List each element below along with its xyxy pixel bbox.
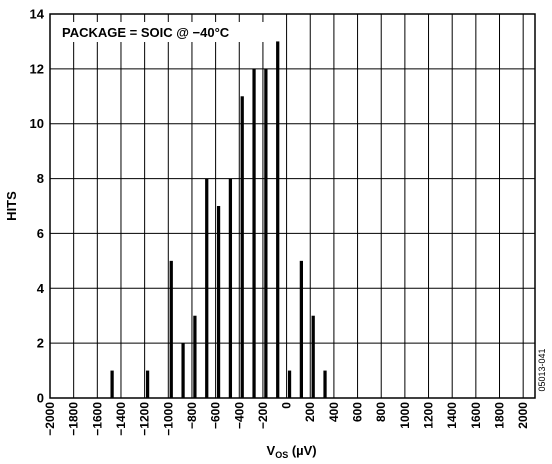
histogram-bar [181, 343, 185, 398]
x-tick-label: −800 [185, 402, 199, 429]
histogram-bar [145, 370, 150, 398]
x-tick-label: 1800 [493, 402, 507, 429]
annotation-box: PACKAGE = SOIC @ −40°C [56, 22, 272, 42]
x-tick-label: 1000 [398, 402, 412, 429]
x-tick-label: 800 [374, 402, 388, 422]
x-tick-label: 600 [351, 402, 365, 422]
y-tick-label: 10 [30, 116, 44, 131]
histogram-bar [252, 68, 256, 398]
y-axis-label: HITS [4, 191, 19, 221]
histogram-bar [240, 96, 244, 399]
x-tick-label: −1800 [67, 402, 81, 436]
x-axis-label-unit: (µV) [288, 443, 316, 458]
y-tick-label: 8 [37, 171, 44, 186]
histogram-bar [216, 206, 221, 398]
y-tick-label: 0 [37, 391, 44, 406]
figure-id: 05013-041 [537, 348, 547, 391]
y-tick-labels: 0 2 4 6 8 10 12 14 [30, 7, 45, 406]
x-tick-label: −1200 [138, 402, 152, 436]
x-axis-label: VOS (µV) [267, 443, 317, 460]
y-tick-label: 6 [37, 226, 44, 241]
histogram-bar [169, 260, 173, 398]
x-axis-label-subscript: OS [275, 450, 288, 460]
x-tick-label: −2000 [43, 402, 57, 436]
x-tick-label: −1400 [114, 402, 128, 436]
x-tick-label: −600 [209, 402, 223, 429]
histogram-bar [287, 370, 292, 398]
x-tick-label: −400 [232, 402, 246, 429]
histogram-bar [228, 178, 233, 398]
y-tick-label: 14 [30, 7, 45, 22]
histogram-bar [193, 315, 197, 398]
x-tick-label: 0 [280, 402, 294, 409]
histogram-bar [299, 260, 303, 398]
plot-frame [49, 13, 536, 399]
histogram-bar [276, 41, 280, 399]
y-tick-label: 2 [37, 336, 44, 351]
x-tick-label: 2000 [516, 402, 530, 429]
histogram-bar [110, 370, 114, 398]
x-tick-labels: −2000 −1800 −1600 −1400 −1200 −1000 −800 −600 −4… [43, 402, 530, 436]
y-tick-label: 4 [37, 281, 45, 296]
x-tick-label: −200 [256, 402, 270, 429]
grid [49, 13, 535, 399]
histogram-bar [264, 68, 268, 398]
x-tick-label: 200 [303, 402, 317, 422]
x-tick-label: 400 [327, 402, 341, 422]
bars [110, 41, 327, 399]
histogram-bar [323, 370, 327, 398]
x-tick-label: −1000 [161, 402, 175, 436]
x-tick-label: 1600 [469, 402, 483, 429]
x-tick-label: −1600 [90, 402, 104, 436]
x-tick-label: 1200 [422, 402, 436, 429]
x-tick-label: 1400 [445, 402, 459, 429]
histogram-bar [311, 315, 315, 398]
histogram-bar [205, 178, 209, 398]
x-axis-label-main: V [267, 443, 276, 458]
annotation-text: PACKAGE = SOIC @ −40°C [62, 25, 230, 40]
y-tick-label: 12 [30, 61, 44, 76]
